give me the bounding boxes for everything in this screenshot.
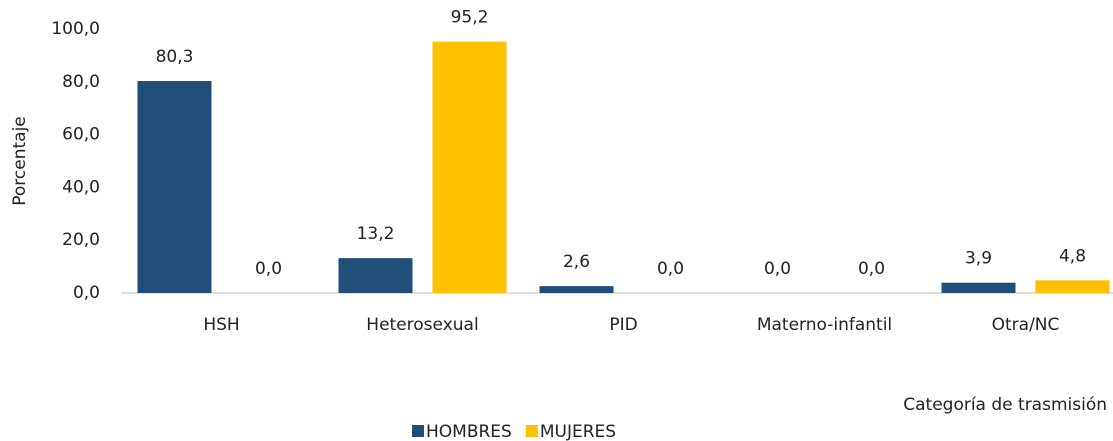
- y-axis-title: Porcentaje: [10, 116, 30, 206]
- value-label: 0,0: [764, 259, 791, 279]
- y-tick-label: 80,0: [62, 72, 100, 92]
- legend-swatch: [525, 425, 538, 437]
- value-label: 4,8: [1059, 246, 1086, 266]
- y-tick-label: 60,0: [62, 125, 100, 145]
- bar: [539, 286, 614, 293]
- x-tick-label: Heterosexual: [366, 315, 478, 335]
- value-label: 95,2: [451, 8, 489, 28]
- x-tick-label: HSH: [203, 315, 239, 335]
- x-tick-label: PID: [609, 315, 637, 335]
- bar: [1035, 280, 1110, 293]
- legend-swatch: [412, 425, 424, 437]
- bar: [432, 41, 507, 294]
- value-label: 0,0: [858, 259, 885, 279]
- x-tick-label: Otra/NC: [992, 315, 1060, 335]
- y-tick-label: 100,0: [51, 19, 100, 39]
- value-label: 13,2: [357, 224, 395, 244]
- x-tick-label: Materno-infantil: [757, 315, 892, 335]
- value-label: 2,6: [563, 252, 590, 272]
- x-axis-title: Categoría de trasmisión: [903, 395, 1107, 415]
- value-label: 80,3: [156, 47, 194, 67]
- value-label: 3,9: [965, 249, 992, 269]
- bar: [941, 282, 1016, 293]
- legend-label: MUJERES: [540, 422, 616, 441]
- y-tick-label: 20,0: [62, 230, 100, 250]
- value-label: 0,0: [657, 259, 684, 279]
- bar: [338, 258, 413, 293]
- legend-label: HOMBRES: [426, 422, 512, 441]
- value-label: 0,0: [255, 259, 282, 279]
- bar: [137, 81, 212, 294]
- y-tick-label: 0,0: [73, 283, 100, 303]
- y-tick-label: 40,0: [62, 177, 100, 197]
